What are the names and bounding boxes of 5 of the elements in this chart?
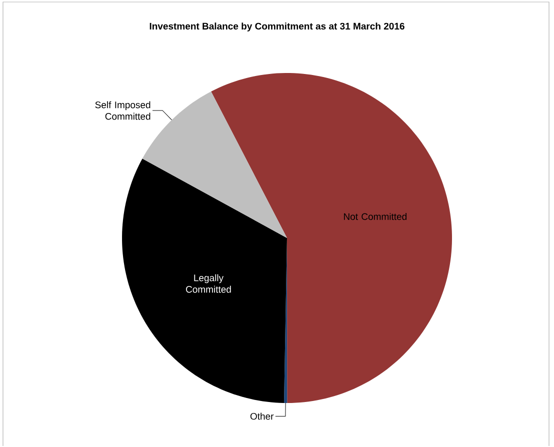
- chart-title: Investment Balance by Commitment as at 31 March 2016: [150, 22, 404, 32]
- slice-label: Other: [250, 412, 274, 420]
- slice-label: Legally Committed: [186, 274, 231, 293]
- slice-label: Self Imposed Committed: [95, 101, 150, 120]
- slice-label: Not Committed: [344, 212, 406, 220]
